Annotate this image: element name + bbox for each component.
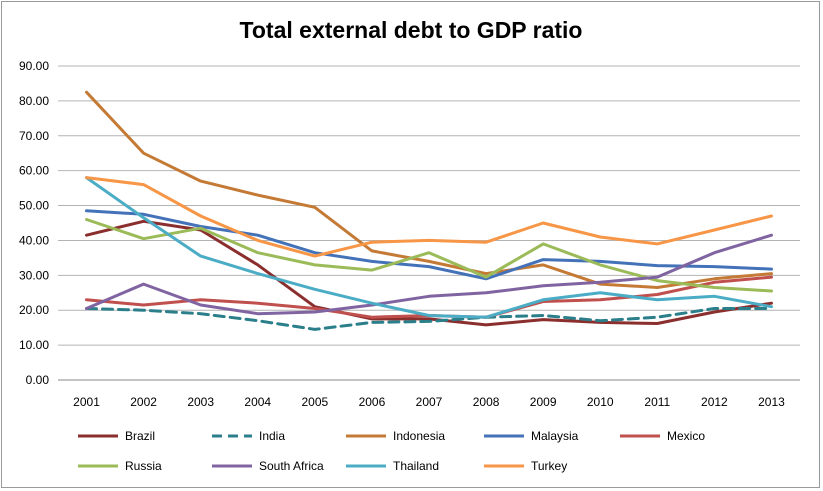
y-tick-label: 70.00 <box>19 129 49 143</box>
grid <box>58 65 800 381</box>
legend-item: Mexico <box>620 429 705 443</box>
legend: Brazil India Indonesia Malaysia Mexico Russia… <box>78 429 705 473</box>
legend-item: Malaysia <box>484 429 579 443</box>
x-tick-label: 2008 <box>473 395 500 409</box>
legend-label: Malaysia <box>531 429 579 443</box>
y-tick-label: 90.00 <box>19 59 49 73</box>
legend-item: India <box>212 429 285 443</box>
legend-item: Indonesia <box>346 429 445 443</box>
legend-item: Turkey <box>484 459 567 473</box>
legend-label: Thailand <box>393 459 439 473</box>
legend-label: Russia <box>125 459 162 473</box>
legend-label: South Africa <box>259 459 324 473</box>
x-tick-label: 2005 <box>301 395 328 409</box>
series-line-thailand <box>85 176 773 319</box>
y-axis: 0.00 10.00 20.00 30.00 40.00 50.00 60.00 70.00 8… <box>19 59 49 387</box>
x-tick-label: 2011 <box>644 395 670 409</box>
y-tick-label: 40.00 <box>19 233 49 247</box>
x-tick-label: 2007 <box>416 395 443 409</box>
x-tick-label: 2002 <box>130 395 157 409</box>
x-tick-label: 2001 <box>73 395 100 409</box>
series-line-indonesia <box>85 90 773 289</box>
legend-item: Brazil <box>78 429 155 443</box>
y-tick-label: 60.00 <box>19 164 49 178</box>
series-line-turkey <box>85 176 773 258</box>
x-tick-label: 2006 <box>359 395 386 409</box>
legend-label: Turkey <box>531 459 567 473</box>
legend-label: Indonesia <box>393 429 445 443</box>
x-tick-label: 2003 <box>187 395 214 409</box>
y-tick-label: 0.00 <box>26 373 50 387</box>
series-line-malaysia <box>85 209 773 281</box>
legend-item: South Africa <box>212 459 324 473</box>
y-tick-label: 30.00 <box>19 268 49 282</box>
chart-title: Total external debt to GDP ratio <box>240 17 583 43</box>
x-tick-label: 2012 <box>701 395 728 409</box>
x-axis: 2001 2002 2003 2004 2005 2006 2007 2008 2009 2010… <box>73 395 785 409</box>
y-tick-label: 20.00 <box>19 303 49 317</box>
y-tick-label: 80.00 <box>19 94 49 108</box>
y-tick-label: 50.00 <box>19 199 49 213</box>
y-tick-label: 10.00 <box>19 338 49 352</box>
x-tick-label: 2004 <box>244 395 271 409</box>
plot-area <box>85 90 773 331</box>
legend-label: Brazil <box>125 429 155 443</box>
series-line-russia <box>85 218 773 293</box>
legend-label: Mexico <box>667 429 705 443</box>
series-line-brazil <box>85 219 773 327</box>
series-line-india <box>85 307 773 331</box>
x-tick-label: 2009 <box>530 395 557 409</box>
x-tick-label: 2010 <box>587 395 614 409</box>
series-line-south-africa <box>85 233 773 316</box>
legend-label: India <box>259 429 285 443</box>
legend-item: Russia <box>78 459 162 473</box>
legend-item: Thailand <box>346 459 439 473</box>
x-tick-label: 2013 <box>758 395 785 409</box>
